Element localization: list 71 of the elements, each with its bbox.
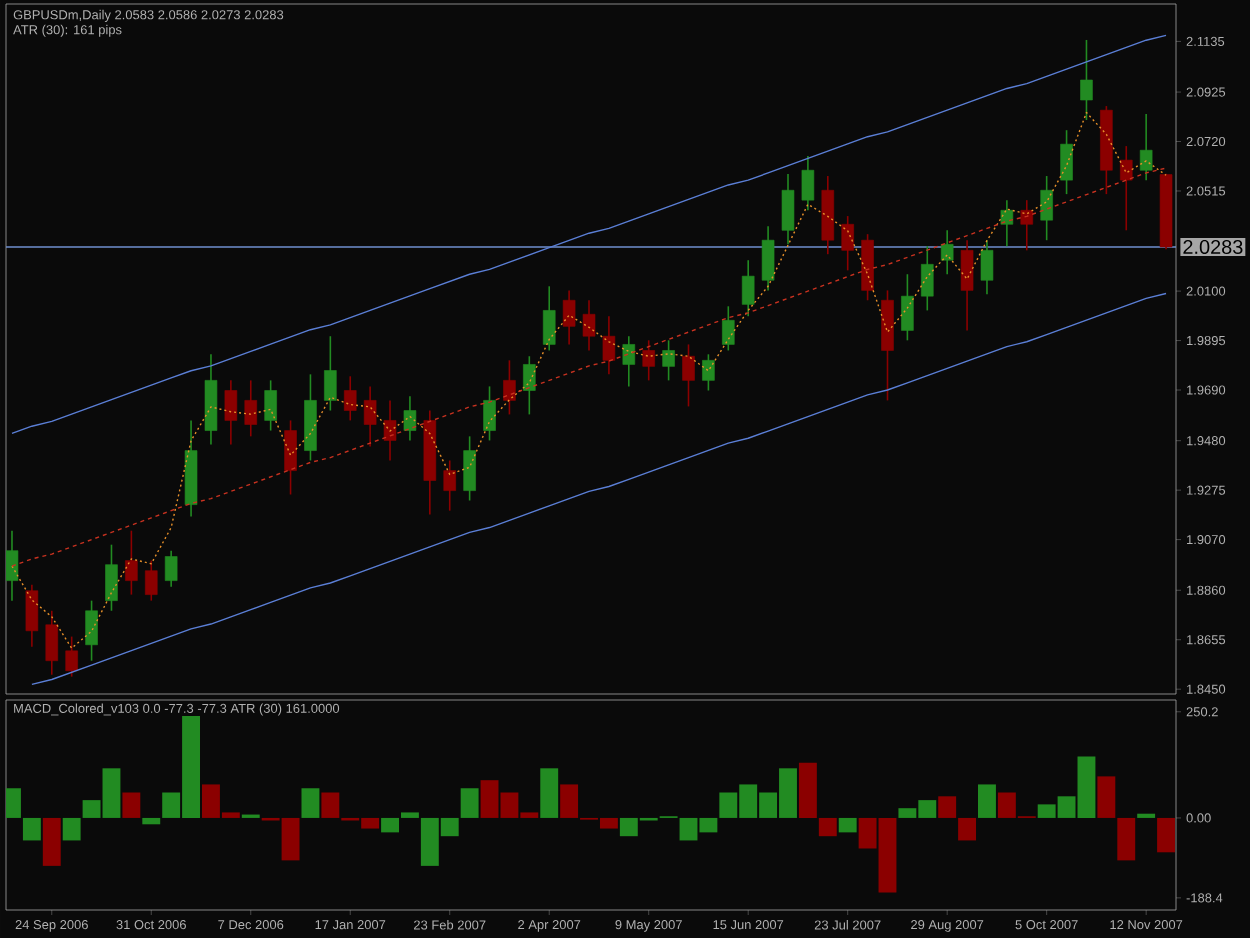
bar (1157, 817, 1176, 853)
candlestick (383, 399, 397, 462)
candlestick (324, 335, 337, 412)
bar (798, 762, 817, 818)
bar (560, 784, 579, 818)
candlestick (781, 173, 795, 245)
bar (42, 817, 61, 866)
candlestick (722, 305, 735, 352)
candlestick (761, 225, 775, 291)
candlestick (1139, 113, 1153, 181)
bar (838, 817, 857, 833)
bar (938, 796, 957, 818)
candlestick (1060, 129, 1073, 195)
candlestick (1020, 199, 1034, 251)
ref-line-label: 2.0283 (1183, 239, 1243, 254)
bar (400, 812, 419, 818)
bar (958, 817, 977, 841)
candlestick (682, 343, 695, 408)
candlestick (662, 339, 675, 381)
candlestick (921, 245, 934, 312)
candlestick (542, 285, 556, 352)
candlestick (363, 385, 377, 448)
bar (62, 817, 81, 841)
bar (321, 792, 340, 818)
candlestick (145, 559, 158, 602)
candlestick (443, 459, 456, 512)
candlestick (901, 273, 914, 341)
candlestick (960, 239, 974, 332)
candlestick (403, 395, 417, 442)
bar (381, 817, 399, 833)
candlestick (224, 379, 238, 446)
bar (22, 817, 41, 841)
bar (1097, 776, 1116, 818)
candlestick (483, 385, 496, 442)
candlestick (841, 215, 854, 271)
candlestick (1040, 175, 1053, 241)
candlestick (284, 419, 297, 496)
candlestick (125, 529, 138, 596)
candlestick (741, 259, 755, 317)
bar (540, 768, 559, 818)
candlestick (980, 239, 994, 295)
candlestick (602, 315, 616, 375)
candlestick (264, 379, 277, 432)
candlestick (1119, 145, 1133, 231)
candlestick (25, 583, 39, 648)
candlestick (45, 609, 59, 676)
candlestick (85, 599, 98, 662)
bar (1117, 817, 1136, 861)
candlestick (1080, 38, 1093, 121)
candlestick (940, 229, 954, 275)
candlestick (65, 635, 78, 678)
candlestick (244, 379, 258, 437)
candlestick (343, 375, 357, 422)
bar (122, 792, 141, 818)
candlestick (523, 355, 536, 415)
candlestick (642, 339, 655, 381)
candlestick (1000, 199, 1014, 247)
candlestick (463, 435, 476, 502)
bar (142, 817, 161, 825)
bar (818, 817, 837, 836)
candlestick (622, 335, 636, 388)
candlestick (503, 359, 516, 415)
candlestick (702, 353, 715, 392)
bar (301, 788, 320, 818)
candlestick (582, 299, 596, 352)
candlestick (105, 543, 118, 612)
bar (978, 784, 996, 818)
candlestick (562, 289, 576, 346)
candlestick (164, 549, 178, 588)
bar (460, 788, 479, 818)
candlestick (801, 155, 815, 211)
